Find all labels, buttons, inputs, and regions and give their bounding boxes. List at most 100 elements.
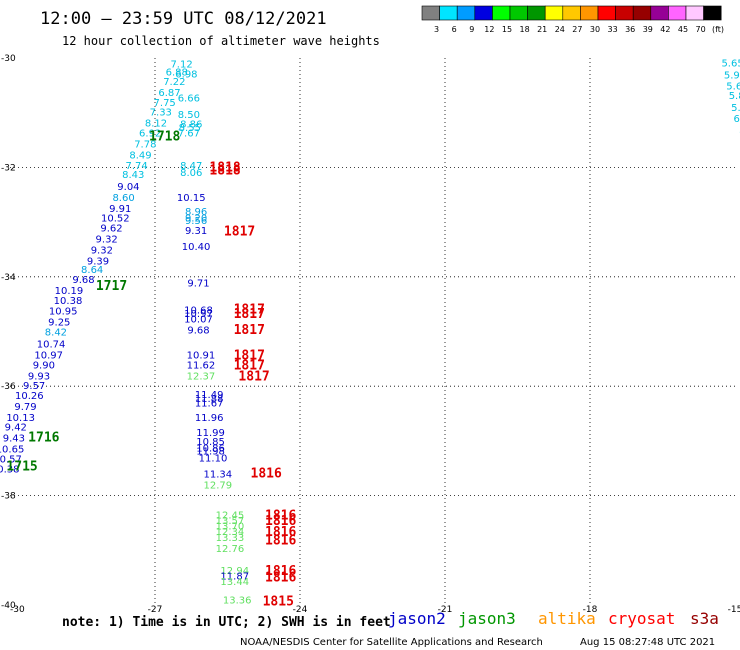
wave-height-label: 10.40	[182, 242, 211, 253]
wave-height-label: 12.79	[204, 481, 233, 492]
legend-swatch	[632, 5, 652, 21]
wave-height-label: 10.97	[184, 309, 213, 320]
legend-label: 24	[555, 25, 565, 34]
wave-height-label: 6.27	[734, 114, 740, 125]
wave-height-label: 7.78	[134, 139, 156, 150]
time-mark: 1716	[28, 431, 59, 446]
wave-height-label: 9.25	[48, 318, 70, 329]
wave-height-label: 10.15	[177, 193, 206, 204]
wave-height-label: 11.49	[195, 390, 224, 401]
x-tick-label: -15	[728, 605, 740, 615]
x-tick-label: -27	[148, 605, 163, 615]
wave-height-label: 8.42	[45, 328, 67, 339]
time-mark: 1816	[265, 514, 296, 529]
legend-label: 21	[537, 25, 547, 34]
wave-height-label: 9.71	[187, 278, 209, 289]
footer-credit: NOAA/NESDIS Center for Satellite Applica…	[240, 637, 543, 648]
wave-height-label: 9.31	[185, 226, 207, 237]
wave-height-label: 9.91	[109, 204, 131, 215]
wave-height-label: 11.98	[196, 447, 225, 458]
y-tick-label: -32	[1, 163, 16, 173]
wave-height-label: 9.56	[185, 216, 207, 227]
wave-height-label: 13.36	[223, 596, 252, 607]
legend-swatch	[668, 5, 687, 21]
wave-height-label: 7.22	[163, 77, 185, 88]
wave-height-label: 6.88	[166, 68, 188, 79]
wave-height-label: 5.67	[726, 81, 740, 92]
chart-subtitle: 12 hour collection of altimeter wave hei…	[62, 34, 380, 48]
wave-height-label: 11.10	[199, 453, 228, 464]
legend-label: 45	[678, 25, 688, 34]
wave-height-label: 11.88	[195, 394, 224, 405]
legend-swatch	[615, 5, 634, 21]
wave-height-label: 7.12	[170, 59, 192, 70]
wave-height-label: 10.91	[187, 350, 216, 361]
wave-height-label: 6.66	[178, 93, 200, 104]
legend-label: 6	[452, 25, 457, 34]
wave-height-label: 9.32	[96, 235, 118, 246]
wave-height-label: 10.68	[184, 306, 213, 317]
color-legend: 3 6 9 12 15 18 21 24 27 30 33 36 39 42 45 70 (ft)	[421, 5, 724, 34]
legend-swatch	[580, 5, 599, 21]
mission-jason2: jason2	[388, 609, 446, 628]
time-mark: 1816	[265, 533, 296, 548]
wave-height-label: 10.57	[0, 454, 22, 465]
wave-height-label: 8.12	[145, 119, 167, 130]
legend-label: 27	[572, 25, 582, 34]
wave-height-label: 9.90	[33, 360, 55, 371]
wave-height-label: 10.86	[196, 443, 225, 454]
x-tick-label: -18	[583, 605, 598, 615]
time-mark: 1817	[224, 224, 255, 239]
legend-swatch	[474, 5, 493, 21]
legend-label: 70	[696, 25, 706, 34]
legend-swatch	[562, 5, 581, 21]
time-marks: 1718171717161715181818181817181718171817…	[6, 130, 296, 610]
wave-height-label: 13.44	[220, 577, 249, 588]
y-tick-label: -40	[1, 601, 16, 611]
wave-height-label: 12.45	[216, 511, 245, 522]
wave-height-label: 11.62	[187, 360, 216, 371]
legend-swatch	[685, 5, 704, 21]
time-mark: 1817	[234, 303, 265, 318]
wave-height-label: 8.06	[180, 168, 202, 179]
mission-altika: altika	[538, 609, 596, 628]
wave-height-label: 9.68	[72, 275, 94, 286]
wave-height-label: 7.74	[126, 161, 148, 172]
mission-s3a: s3a	[690, 609, 719, 628]
wave-height-label: 5.65	[721, 58, 740, 69]
wave-height-label: 13.57	[216, 516, 245, 527]
legend-label: 9	[469, 25, 474, 34]
wave-height-label: 7.75	[154, 98, 176, 109]
wave-height-label: 8.49	[129, 150, 151, 161]
wave-height-label: 9.32	[91, 245, 113, 256]
wave-height-label: 12.76	[216, 544, 245, 555]
mission-jason3: jason3	[458, 609, 516, 628]
wave-height-label: 10.26	[15, 391, 44, 402]
y-tick-label: -36	[1, 382, 16, 392]
time-mark: 1816	[265, 571, 296, 586]
wave-height-label: 8.86	[180, 120, 202, 131]
time-mark: 1818	[209, 160, 240, 175]
wave-height-label: 5.91	[724, 70, 740, 81]
wave-height-label: 10.97	[34, 350, 63, 361]
wave-height-label: 11.67	[195, 399, 224, 410]
legend-swatch	[509, 5, 528, 21]
y-tick-label: -34	[1, 273, 16, 283]
time-mark: 1816	[265, 564, 296, 579]
wave-height-label: 10.52	[101, 214, 130, 225]
chart-title: 12:00 – 23:59 UTC 08/12/2021	[40, 9, 327, 29]
legend-label: 3	[434, 25, 439, 34]
x-tick-label: -30	[10, 605, 25, 615]
legend-swatch	[597, 5, 616, 21]
legend-swatch	[439, 5, 458, 21]
legend-swatch	[456, 5, 476, 21]
time-mark: 1817	[234, 307, 265, 322]
wave-height-label: 10.65	[0, 445, 24, 456]
time-mark: 1817	[234, 348, 265, 363]
wave-height-label: 9.04	[117, 182, 139, 193]
wave-height-label: 10.13	[6, 413, 35, 424]
time-mark: 1717	[96, 279, 127, 294]
wave-height-label: 11.99	[196, 428, 225, 439]
x-tick-label: -21	[438, 605, 453, 615]
